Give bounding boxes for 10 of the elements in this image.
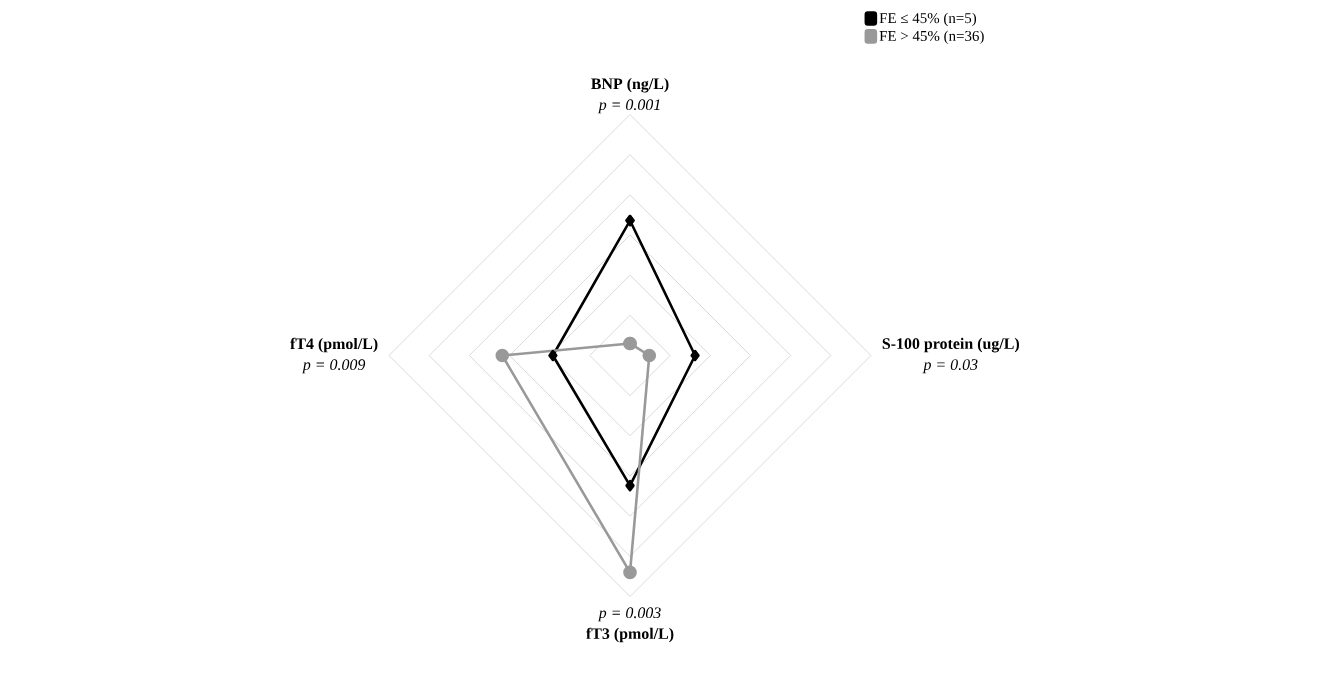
- text: p = 0.03: [922, 359, 978, 374]
- spoke-label: S-100 protein (ug/L): [882, 337, 1019, 353]
- legend-label: FE > 45% (n=36): [879, 30, 984, 45]
- spoke-label: fT3 (pmol/L): [586, 627, 674, 643]
- legend-label: FE ≤ 45% (n=5): [879, 12, 977, 27]
- text: p = 0.009: [301, 359, 366, 374]
- text: p = 0.003: [597, 607, 661, 622]
- spoke-label: fT4 (pmol/L): [290, 337, 378, 353]
- spoke-label: BNP (ng/L): [591, 77, 669, 93]
- text: p = 0.001: [597, 99, 660, 114]
